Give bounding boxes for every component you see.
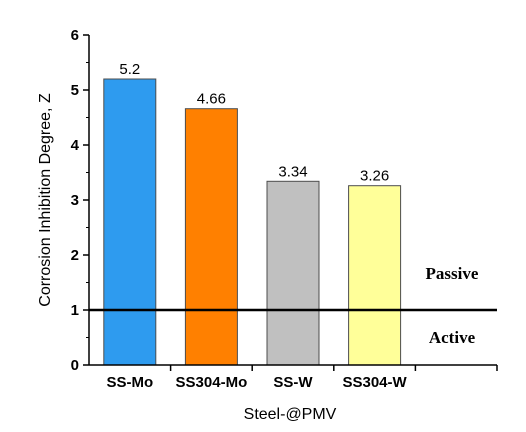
y-tick-label: 6 — [71, 27, 79, 44]
data-labels-layer: 5.2 4.66 3.34 3.26 — [119, 61, 389, 185]
bars-layer — [103, 78, 402, 366]
passive-annotation: Passive — [426, 264, 479, 283]
bar-ss-w — [266, 180, 320, 366]
x-tick-label: SS304-Mo — [176, 374, 248, 391]
x-tick-label: SS-Mo — [106, 374, 153, 391]
axes-layer: SS-Mo SS304-Mo SS-W SS304-W 0 1 2 3 4 5 6 — [71, 27, 498, 391]
bar-ss-mo — [103, 78, 157, 366]
x-tick-label: SS304-W — [342, 374, 407, 391]
bar-ss304-mo — [184, 108, 238, 366]
active-annotation: Active — [429, 328, 476, 347]
y-axis-title: Corrosion Inhibition Degree, Z — [37, 93, 54, 307]
data-label: 5.2 — [119, 61, 140, 78]
y-tick-label: 2 — [71, 247, 79, 264]
y-tick-label: 4 — [71, 137, 80, 154]
y-tick-label: 0 — [71, 357, 79, 374]
y-tick-label: 5 — [71, 82, 79, 99]
y-tick-label: 1 — [71, 302, 79, 319]
x-tick-label: SS-W — [273, 374, 313, 391]
data-label: 3.26 — [360, 168, 389, 185]
y-tick-label: 3 — [71, 192, 79, 209]
bar-ss304-w — [348, 185, 402, 366]
x-axis-title: Steel-@PMV — [244, 406, 337, 423]
data-label: 4.66 — [197, 91, 226, 108]
data-label: 3.34 — [278, 163, 307, 180]
